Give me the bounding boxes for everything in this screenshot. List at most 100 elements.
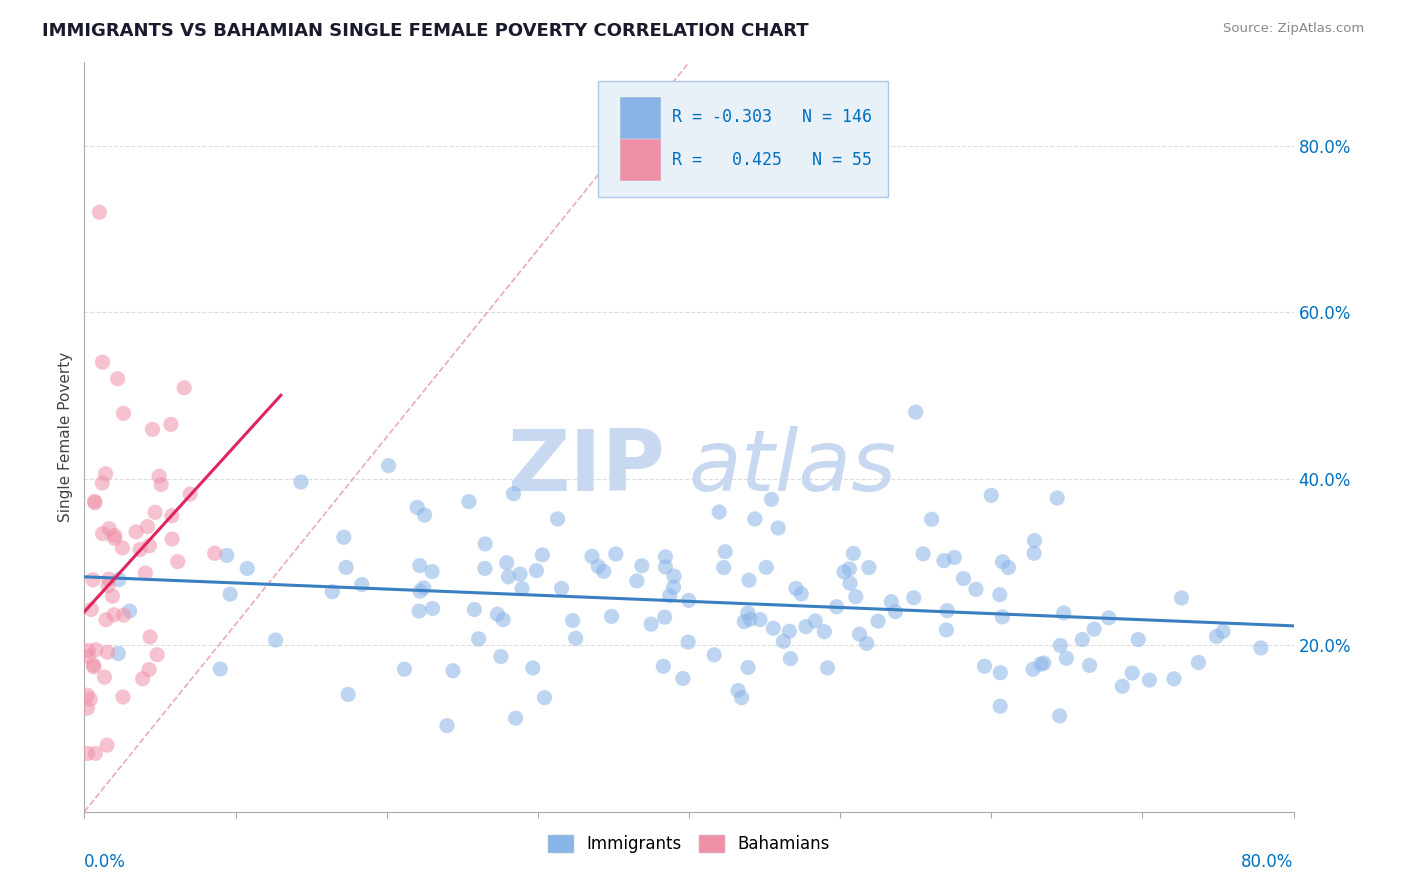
Point [709,505,731,519]
Point [150,477,173,491]
Point [83,660,105,674]
Point [111,541,134,555]
Point [96,738,118,752]
Point [825,599,848,614]
Point [744,512,766,526]
Point [412,581,434,595]
Point [129,542,152,557]
Text: Source: ZipAtlas.com: Source: ZipAtlas.com [1223,22,1364,36]
Point [988,665,1011,680]
Point [904,405,927,419]
Text: atlas: atlas [689,425,897,508]
Text: R =   0.425   N = 55: R = 0.425 N = 55 [672,151,872,169]
Point [148,469,170,483]
Point [1170,591,1192,605]
Point [76,701,98,715]
Point [97,645,120,659]
Point [94,467,117,481]
Point [139,630,162,644]
Point [209,662,232,676]
Point [654,610,676,624]
Point [143,505,166,519]
Point [97,579,120,593]
Point [727,683,749,698]
Point [1187,656,1209,670]
Point [1022,546,1045,560]
Point [605,547,627,561]
Point [510,582,533,596]
Point [733,615,755,629]
Point [766,521,789,535]
Point [1083,622,1105,636]
Point [991,610,1014,624]
Point [321,584,343,599]
Point [912,547,935,561]
Point [965,582,987,597]
Point [588,559,610,574]
Point [112,406,135,420]
Point [173,381,195,395]
Point [533,690,555,705]
Point [509,567,531,582]
Bar [620,139,659,180]
Point [761,492,783,507]
Point [489,649,512,664]
Point [952,572,974,586]
Point [94,613,117,627]
Point [564,631,586,645]
Point [1128,632,1150,647]
Point [842,546,865,560]
Point [1250,640,1272,655]
Point [409,558,432,573]
Point [703,648,725,662]
Point [107,372,129,386]
Point [838,562,860,576]
Point [672,672,695,686]
Point [76,747,98,761]
Point [1053,606,1076,620]
Point [790,587,813,601]
Point [441,664,464,678]
Point [652,659,675,673]
Bar [620,96,659,137]
Point [832,565,855,579]
Legend: Immigrants, Bahamians: Immigrants, Bahamians [541,828,837,860]
Text: 0.0%: 0.0% [84,853,127,871]
Point [654,549,676,564]
Point [997,560,1019,574]
Point [505,711,527,725]
Point [104,528,127,542]
Point [1046,491,1069,505]
Point [1071,632,1094,647]
Point [101,589,124,603]
Point [817,661,839,675]
Point [91,476,114,491]
Point [884,605,907,619]
Point [988,588,1011,602]
Point [550,582,572,596]
Point [337,688,360,702]
Point [80,602,103,616]
Point [973,659,995,673]
Point [141,422,163,436]
Point [748,613,770,627]
Point [547,512,569,526]
Point [1098,611,1121,625]
Point [737,660,759,674]
Point [714,544,737,558]
Point [97,572,120,586]
Point [581,549,603,564]
Point [111,690,134,704]
Point [436,718,458,732]
Point [103,532,125,546]
Point [134,566,156,580]
Point [125,524,148,539]
Point [1121,666,1143,681]
Point [82,573,104,587]
Point [676,635,699,649]
Point [730,690,752,705]
Point [678,593,700,607]
Point [531,548,554,562]
Point [630,558,652,573]
Point [1032,656,1054,670]
